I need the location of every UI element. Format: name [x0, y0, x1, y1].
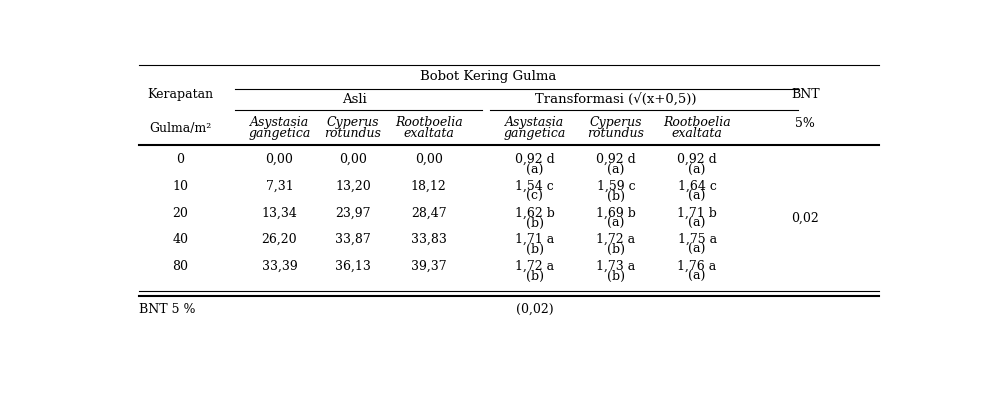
Text: 1,69 b: 1,69 b — [596, 207, 636, 220]
Text: (b): (b) — [526, 270, 544, 283]
Text: 0,00: 0,00 — [265, 153, 293, 166]
Text: 36,13: 36,13 — [335, 260, 371, 273]
Text: 13,34: 13,34 — [261, 207, 297, 220]
Text: Rootboelia: Rootboelia — [664, 116, 731, 129]
Text: 7,31: 7,31 — [265, 180, 293, 193]
Text: 33,83: 33,83 — [411, 233, 447, 246]
Text: Asli: Asli — [341, 93, 366, 106]
Text: BNT 5 %: BNT 5 % — [139, 303, 196, 315]
Text: 33,87: 33,87 — [335, 233, 371, 246]
Text: Gulma/m²: Gulma/m² — [150, 122, 212, 135]
Text: rotundus: rotundus — [588, 127, 645, 140]
Text: 1,73 a: 1,73 a — [596, 260, 636, 273]
Text: 1,54 c: 1,54 c — [515, 180, 554, 193]
Text: Cyperus: Cyperus — [326, 116, 379, 129]
Text: 1,76 a: 1,76 a — [678, 260, 717, 273]
Text: 39,37: 39,37 — [411, 260, 446, 273]
Text: Asystasia: Asystasia — [250, 116, 309, 129]
Text: Rootboelia: Rootboelia — [395, 116, 463, 129]
Text: 1,64 c: 1,64 c — [678, 180, 717, 193]
Text: rotundus: rotundus — [324, 127, 381, 140]
Text: 0,92 d: 0,92 d — [515, 153, 555, 166]
Text: (a): (a) — [607, 163, 625, 176]
Text: (b): (b) — [526, 217, 544, 230]
Text: (a): (a) — [689, 217, 706, 230]
Text: (0,02): (0,02) — [516, 303, 554, 315]
Text: 40: 40 — [173, 233, 189, 246]
Text: 20: 20 — [173, 207, 189, 220]
Text: 0: 0 — [177, 153, 185, 166]
Text: 10: 10 — [173, 180, 189, 193]
Text: 28,47: 28,47 — [411, 207, 446, 220]
Text: BNT: BNT — [791, 88, 819, 101]
Text: Bobot Kering Gulma: Bobot Kering Gulma — [420, 71, 557, 84]
Text: Kerapatan: Kerapatan — [148, 88, 214, 101]
Text: 1,71 b: 1,71 b — [678, 207, 717, 220]
Text: (c): (c) — [526, 190, 543, 203]
Text: Transformasi (√(x+0,5)): Transformasi (√(x+0,5)) — [535, 93, 697, 106]
Text: 1,75 a: 1,75 a — [678, 233, 717, 246]
Text: 18,12: 18,12 — [411, 180, 446, 193]
Text: 1,62 b: 1,62 b — [515, 207, 555, 220]
Text: 80: 80 — [173, 260, 189, 273]
Text: (b): (b) — [607, 244, 625, 257]
Text: (b): (b) — [526, 244, 544, 257]
Text: 0,92 d: 0,92 d — [596, 153, 636, 166]
Text: 26,20: 26,20 — [261, 233, 297, 246]
Text: 0,02: 0,02 — [791, 212, 819, 225]
Text: exaltata: exaltata — [672, 127, 723, 140]
Text: Cyperus: Cyperus — [590, 116, 642, 129]
Text: 0,00: 0,00 — [339, 153, 367, 166]
Text: (a): (a) — [526, 163, 543, 176]
Text: 5%: 5% — [795, 117, 815, 130]
Text: gangetica: gangetica — [503, 127, 566, 140]
Text: (b): (b) — [607, 270, 625, 283]
Text: 23,97: 23,97 — [335, 207, 370, 220]
Text: 0,92 d: 0,92 d — [678, 153, 717, 166]
Text: (a): (a) — [689, 244, 706, 257]
Text: (a): (a) — [689, 163, 706, 176]
Text: 13,20: 13,20 — [335, 180, 371, 193]
Text: (a): (a) — [689, 190, 706, 203]
Text: 1,72 a: 1,72 a — [597, 233, 636, 246]
Text: 33,39: 33,39 — [261, 260, 297, 273]
Text: 1,59 c: 1,59 c — [597, 180, 635, 193]
Text: (a): (a) — [607, 217, 625, 230]
Text: 1,71 a: 1,71 a — [515, 233, 554, 246]
Text: (a): (a) — [689, 270, 706, 283]
Text: Asystasia: Asystasia — [505, 116, 564, 129]
Text: 0,00: 0,00 — [415, 153, 443, 166]
Text: gangetica: gangetica — [249, 127, 310, 140]
Text: 1,72 a: 1,72 a — [515, 260, 554, 273]
Text: (b): (b) — [607, 190, 625, 203]
Text: exaltata: exaltata — [403, 127, 454, 140]
